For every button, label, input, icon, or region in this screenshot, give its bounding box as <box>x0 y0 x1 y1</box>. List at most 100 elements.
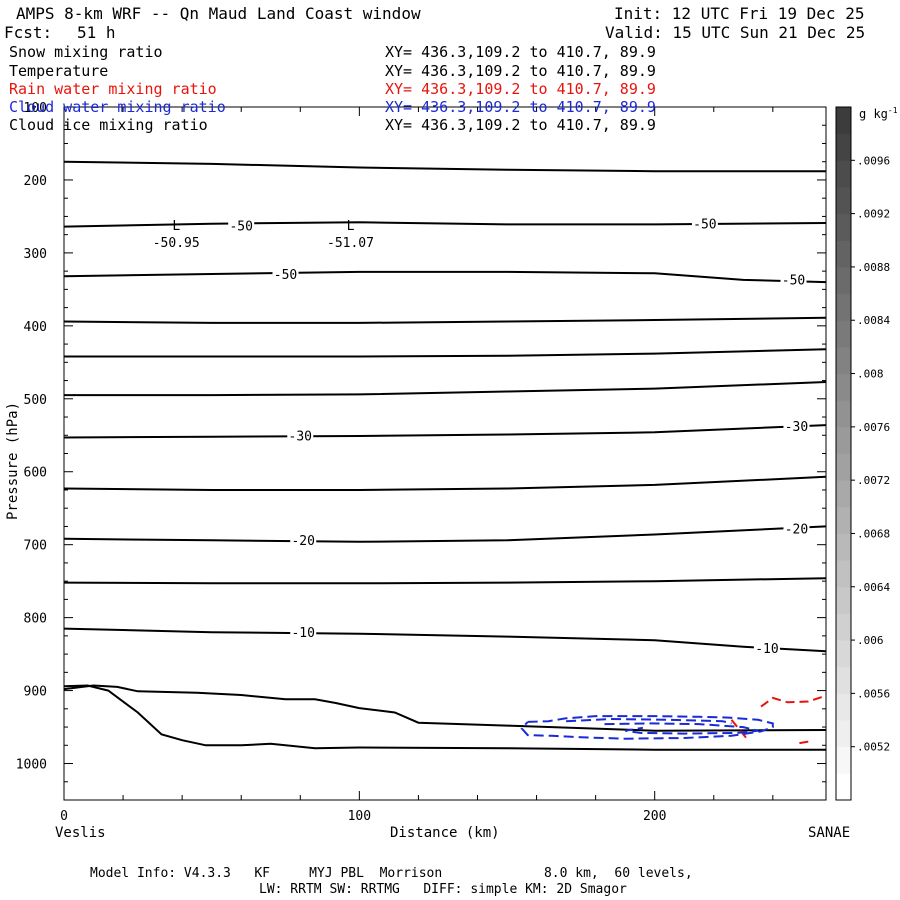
isotherm-line <box>63 316 827 324</box>
isotherm-line <box>63 424 827 439</box>
cloud-water-contour <box>520 715 774 740</box>
y-tick-label: 200 <box>24 174 47 189</box>
colorbar-box <box>836 320 851 348</box>
isotherm-label-bg <box>783 521 810 537</box>
model-info-line1: Model Info: V4.3.3 KF MYJ PBL Morrison 8… <box>90 866 693 881</box>
field-name-cloud-ice: Cloud ice mixing ratio <box>9 116 208 134</box>
colorbar-tick-label: .0072 <box>857 474 890 487</box>
plot-border <box>63 106 827 801</box>
isotherm-label-bg <box>753 640 780 656</box>
isotherm-label: -50 <box>782 274 805 289</box>
isotherm-label: -50 <box>274 268 297 283</box>
isotherm-line <box>64 381 827 397</box>
x-left-station: Veslis <box>55 825 106 841</box>
y-tick-label: 100 <box>24 101 47 116</box>
colorbar-box <box>836 186 851 215</box>
init-time: Init: 12 UTC Fri 19 Dec 25 <box>614 4 865 23</box>
colorbar-box <box>836 666 851 694</box>
colorbar-tick-label: .0076 <box>857 421 890 434</box>
isotherm-label-bg <box>780 272 807 288</box>
isotherm-label-bg <box>287 428 314 444</box>
isotherm-label: -10 <box>755 642 778 657</box>
x-tick-label: 0 <box>60 809 68 824</box>
field-name-cloud-water: Cloud water mixing ratio <box>9 98 226 116</box>
x-axis-title: Distance (km) <box>390 825 500 841</box>
low-marker: L <box>347 219 355 234</box>
x-tick-label: 200 <box>643 809 666 824</box>
low-marker: L <box>172 219 180 234</box>
y-tick-label: 600 <box>24 466 47 481</box>
isotherm-line <box>63 684 827 732</box>
colorbar-box <box>836 746 851 774</box>
colorbar-box <box>836 213 851 241</box>
isotherm-label: -50 <box>693 217 716 232</box>
field-xy-cloud-water: XY= 436.3,109.2 to 410.7, 89.9 <box>385 98 656 116</box>
isotherm-line <box>63 160 826 173</box>
field-xy-temperature: XY= 436.3,109.2 to 410.7, 89.9 <box>385 62 656 80</box>
isotherm-line <box>63 221 827 228</box>
page-title: AMPS 8-km WRF -- Qn Maud Land Coast wind… <box>16 4 421 23</box>
isotherm-label-bg <box>783 419 810 435</box>
isotherm-label-bg <box>290 624 317 640</box>
colorbar-tick-label: .006 <box>857 634 884 647</box>
colorbar-box <box>836 346 851 375</box>
temperature-contours <box>63 160 827 751</box>
plot-frame: 100 200 300 400 500 600 700 800 900 1000 0 100 200 <box>16 101 827 824</box>
isotherm-label: -10 <box>291 626 314 641</box>
forecast-label: Fcst: <box>4 23 53 42</box>
colorbar-box <box>836 160 851 188</box>
x-right-station: SANAE <box>808 825 851 841</box>
colorbar-tick-label: .0088 <box>857 261 890 274</box>
cloud-water-contours <box>520 715 774 740</box>
isotherm-label: -30 <box>785 420 808 435</box>
colorbar-box <box>836 720 851 748</box>
y-tick-label: 700 <box>24 539 47 554</box>
colorbar-box <box>836 107 851 135</box>
colorbar-tick-label: .0096 <box>857 154 890 167</box>
field-name-snow: Snow mixing ratio <box>9 43 163 61</box>
isotherm-line <box>63 525 827 543</box>
colorbar-tick-label: .0092 <box>857 208 890 221</box>
colorbar: .0096 .0092 .0088 .0084 .008 .0076 .0072 .0068.… <box>835 106 890 801</box>
field-xy-cloud-ice: XY= 436.3,109.2 to 410.7, 89.9 <box>385 116 656 134</box>
isotherm-label-bg <box>228 218 255 234</box>
field-xy-rain: XY= 436.3,109.2 to 410.7, 89.9 <box>385 80 656 98</box>
cloud-water-contour <box>566 717 732 725</box>
colorbar-tick-label: .0064 <box>857 581 890 594</box>
colorbar-box <box>836 266 851 295</box>
colorbar-box <box>836 560 851 588</box>
isotherm-label: -20 <box>785 522 808 537</box>
colorbar-tick-label: .008 <box>857 368 884 381</box>
low-value: -51.07 <box>327 236 374 251</box>
colorbar-box <box>836 693 851 721</box>
colorbar-tick-label: .0056 <box>857 687 890 700</box>
chart-labels: -50 -50 -50 -50 -30 -30 -20 -20 -10 -10 L -50.95 L -5… <box>153 216 810 657</box>
colorbar-box <box>836 506 851 534</box>
field-xy-snow: XY= 436.3,109.2 to 410.7, 89.9 <box>385 43 656 61</box>
rain-water-contour <box>760 694 827 708</box>
y-axis-title: Pressure (hPa) <box>5 401 21 520</box>
isotherm-label-bg <box>290 533 317 549</box>
colorbar-tick-label: .0068 <box>857 527 890 540</box>
colorbar-box <box>836 453 851 481</box>
colorbar-box <box>836 373 851 401</box>
colorbar-tick-label: .0084 <box>857 314 890 327</box>
cloud-water-contour <box>604 722 759 735</box>
isotherm-label-bg <box>691 216 718 232</box>
colorbar-units-text: g kg <box>859 107 888 121</box>
y-tick-label: 1000 <box>16 758 47 773</box>
y-tick-label: 300 <box>24 247 47 262</box>
isotherm-line <box>63 475 827 491</box>
colorbar-units-exponent: -1 <box>887 106 898 115</box>
isotherm-line <box>63 577 827 585</box>
y-tick-label: 900 <box>24 685 47 700</box>
isotherm-label-bg <box>272 266 299 282</box>
model-info-line2: LW: RRTM SW: RRTMG DIFF: simple KM: 2D S… <box>259 882 627 897</box>
rain-water-contour <box>799 740 809 745</box>
colorbar-box <box>836 426 851 454</box>
y-tick-label: 400 <box>24 320 47 335</box>
colorbar-box <box>836 293 851 321</box>
colorbar-box <box>836 640 851 668</box>
colorbar-box <box>836 773 851 801</box>
